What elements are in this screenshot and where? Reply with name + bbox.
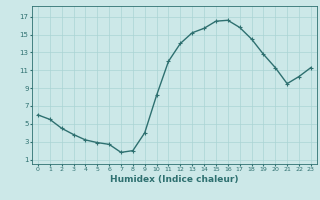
X-axis label: Humidex (Indice chaleur): Humidex (Indice chaleur) — [110, 175, 239, 184]
